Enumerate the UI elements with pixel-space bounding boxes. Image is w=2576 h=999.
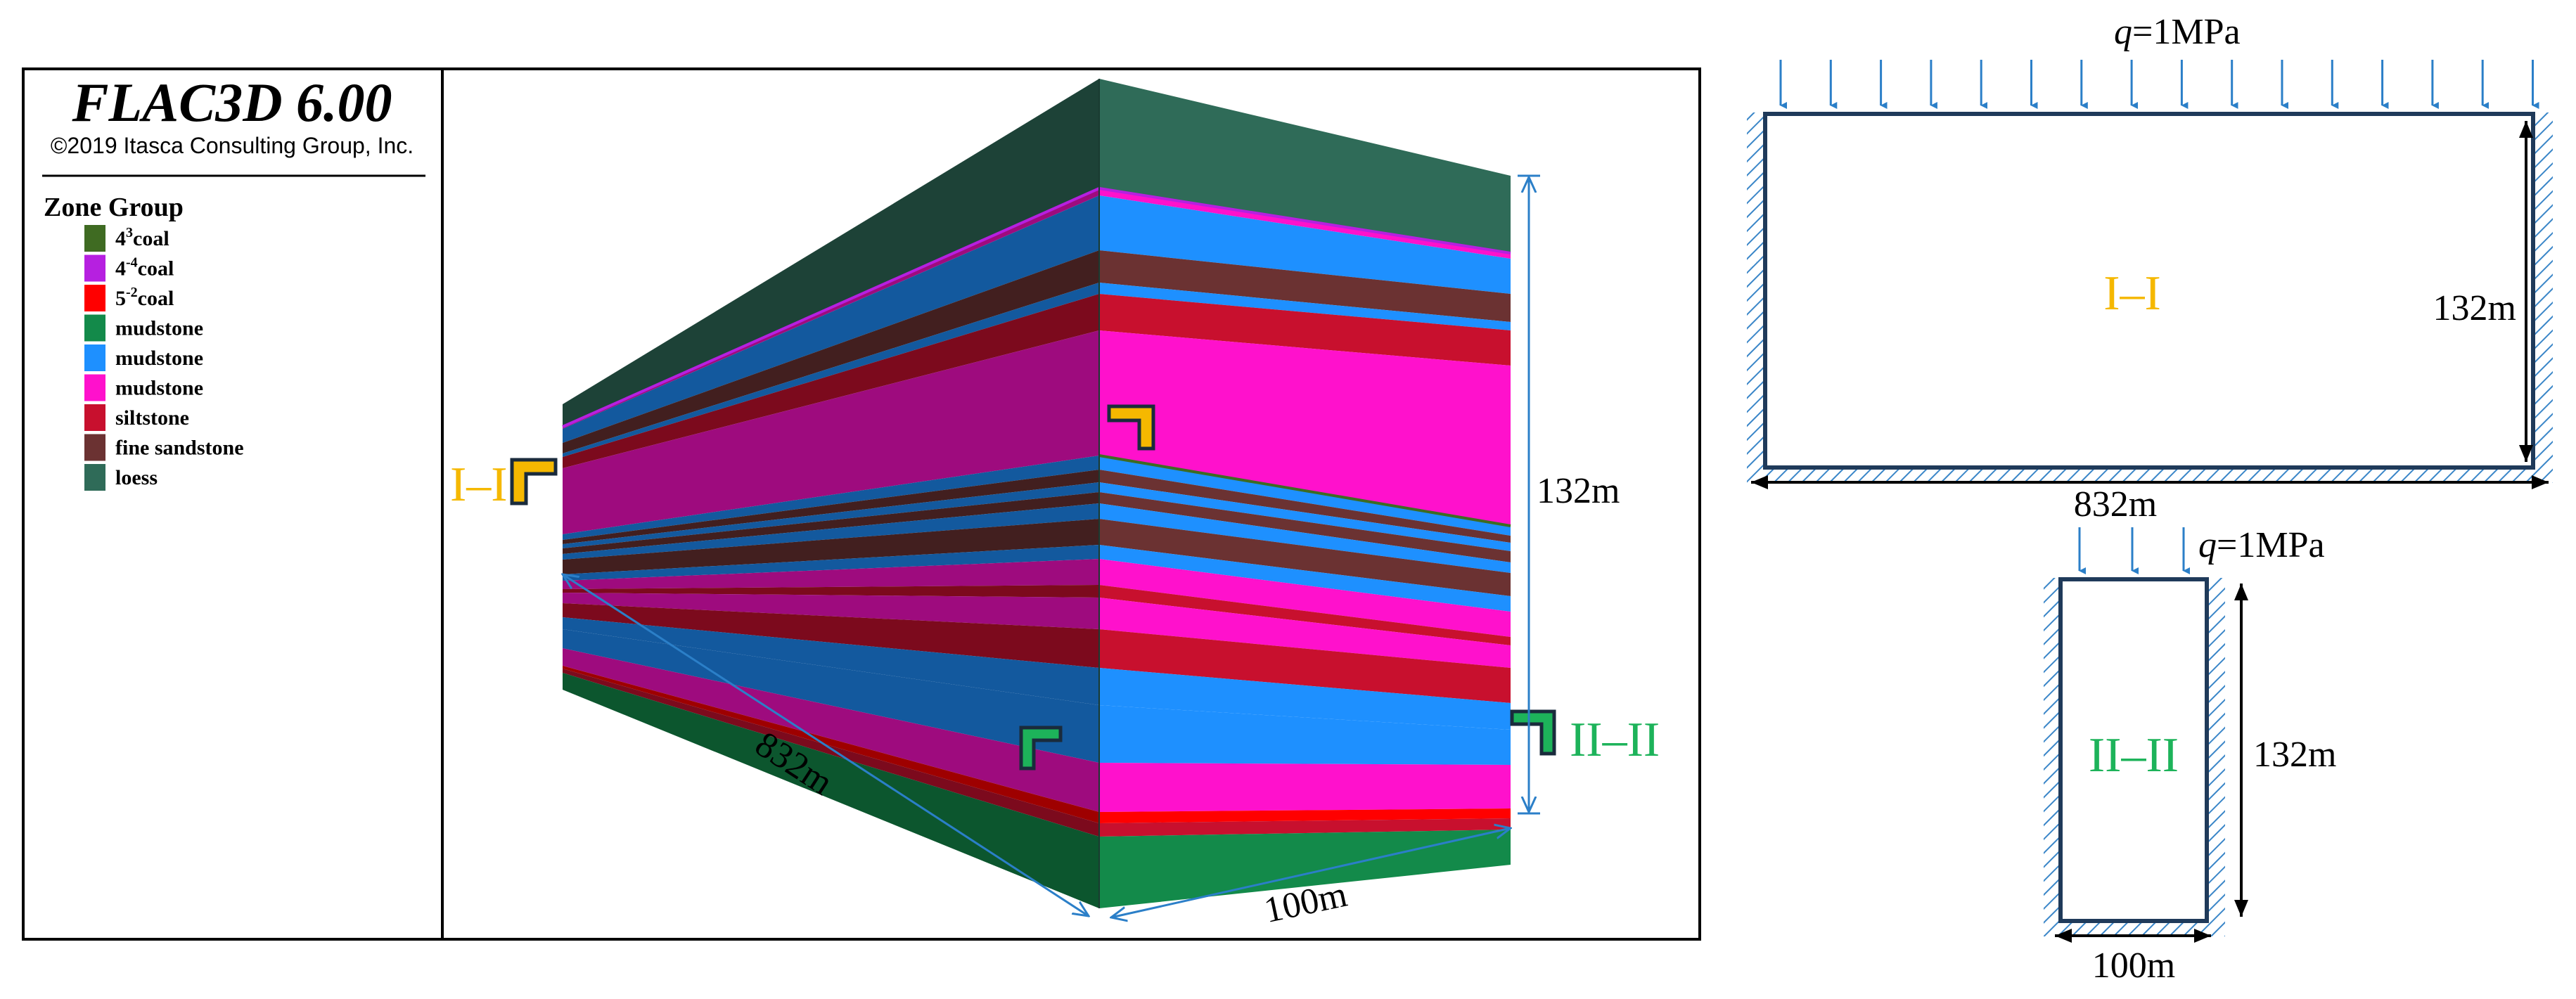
coal-seam-line	[1098, 454, 1511, 527]
section-marker-yellow-left	[510, 458, 558, 505]
section-label-2: II–II	[1570, 713, 1660, 767]
model-panel: I–I II–II 832m 100m 132m	[441, 67, 1701, 941]
coal-seam-line	[562, 187, 1100, 428]
section-2-bottom-hatch	[2044, 921, 2225, 936]
legend-item-label: 5-2coal	[115, 285, 174, 310]
legend-swatch	[84, 225, 105, 252]
section-1-frame	[1763, 112, 2535, 470]
stratum-front-face	[1099, 585, 1511, 645]
stratum-front-face	[1099, 470, 1511, 543]
right-support-hatch	[2533, 112, 2553, 479]
section-label-1: I–I	[450, 458, 508, 512]
stratum-front-face	[1099, 492, 1511, 562]
stratum-side-face	[563, 503, 1099, 560]
legend-swatch	[84, 314, 105, 342]
section-2-title: II–II	[2089, 728, 2179, 782]
legend-item-label: fine sandstone	[115, 437, 244, 460]
section-2-load-arrows	[2078, 527, 2190, 574]
section-1-load-value: =1MPa	[2132, 12, 2241, 52]
stratum-side-face	[563, 545, 1099, 581]
stratum-side-face	[563, 470, 1099, 544]
stratum-front-face	[1099, 456, 1511, 536]
section-2-panel: q =1MPa II–II 132m 100m	[2044, 525, 2336, 986]
section-1-width-label: 832m	[2074, 484, 2157, 524]
section-2-right-hatch	[2207, 578, 2225, 934]
legend-heading: Zone Group	[44, 193, 184, 222]
section-1-title: I–I	[2103, 266, 2161, 321]
legend-item-label: loess	[115, 466, 158, 489]
legend-item-label: mudstone	[115, 317, 203, 340]
stratum-side-face	[563, 283, 1099, 457]
section-2-load-value: =1MPa	[2217, 525, 2325, 565]
stratum-front-face	[1099, 559, 1511, 637]
legend-panel: FLAC3D 6.00 ©2019 Itasca Consulting Grou…	[22, 67, 444, 941]
section-2-height-label: 132m	[2253, 735, 2336, 775]
stratum-side-face	[563, 492, 1099, 554]
legend-swatch	[84, 254, 105, 282]
stratum-side-face	[563, 79, 1099, 427]
stratum-front-face	[1099, 705, 1511, 765]
stratum-front-face	[1099, 629, 1511, 703]
section-1-load-arrows	[1779, 60, 2539, 109]
legend-item-label: mudstone	[115, 377, 203, 400]
stratum-side-face	[563, 482, 1099, 548]
section-marker-yellow-front	[1107, 404, 1155, 451]
section-2-load-q: q	[2198, 525, 2217, 565]
stratum-front-face	[1099, 482, 1511, 551]
legend-swatch	[84, 285, 105, 311]
length-dimension	[563, 574, 1089, 916]
stratum-front-face	[1099, 195, 1511, 294]
stratum-front-face	[1099, 598, 1511, 668]
stratum-side-face	[563, 294, 1099, 468]
stratum-front-face	[1099, 545, 1511, 612]
legend-items: 43coal 4-4coal 5-2coal mudstone mudstone muds…	[84, 225, 244, 491]
stratum-front-face	[1099, 668, 1511, 730]
stratum-side-face	[563, 250, 1099, 453]
stratum-side-face	[563, 330, 1099, 534]
software-title: FLAC3D 6.00	[71, 72, 392, 133]
stratum-front-face	[1099, 294, 1511, 366]
copyright-text: ©2019 Itasca Consulting Group, Inc.	[51, 133, 414, 158]
stratum-front-face	[1099, 503, 1511, 573]
bottom-support-hatch	[1747, 468, 2553, 483]
stratum-front-face	[1099, 79, 1511, 253]
legend-swatch	[84, 344, 105, 371]
section-1-panel: q =1MPa I–I 132m 832m	[1747, 12, 2553, 524]
legend-item-label: siltstone	[115, 406, 189, 430]
width-dimension	[1111, 828, 1511, 917]
legend-swatch	[84, 434, 105, 461]
stratum-side-face	[563, 456, 1099, 540]
stratum-side-face	[563, 195, 1099, 443]
legend-swatch	[84, 374, 105, 401]
legend-item-label: mudstone	[115, 347, 203, 370]
height-label: 132m	[1537, 471, 1620, 511]
coal-seam-line	[1098, 187, 1511, 254]
stratum-front-face	[1099, 283, 1511, 330]
section-1-load-q: q	[2114, 12, 2132, 52]
legend-swatch	[84, 464, 105, 491]
stratum-front-face	[1099, 330, 1511, 526]
stratum-front-face	[1099, 519, 1511, 596]
stratum-side-face	[563, 519, 1099, 574]
section-2-width-label: 100m	[2092, 946, 2175, 986]
stratum-front-face	[1099, 763, 1511, 812]
legend-item-label: 4-4coal	[115, 255, 174, 281]
legend-swatch	[84, 404, 105, 431]
legend-item-label: 43coal	[115, 225, 169, 250]
section-2-frame	[2058, 577, 2209, 923]
section-1-height-label: 132m	[2433, 288, 2516, 328]
stratum-front-face	[1099, 250, 1511, 322]
